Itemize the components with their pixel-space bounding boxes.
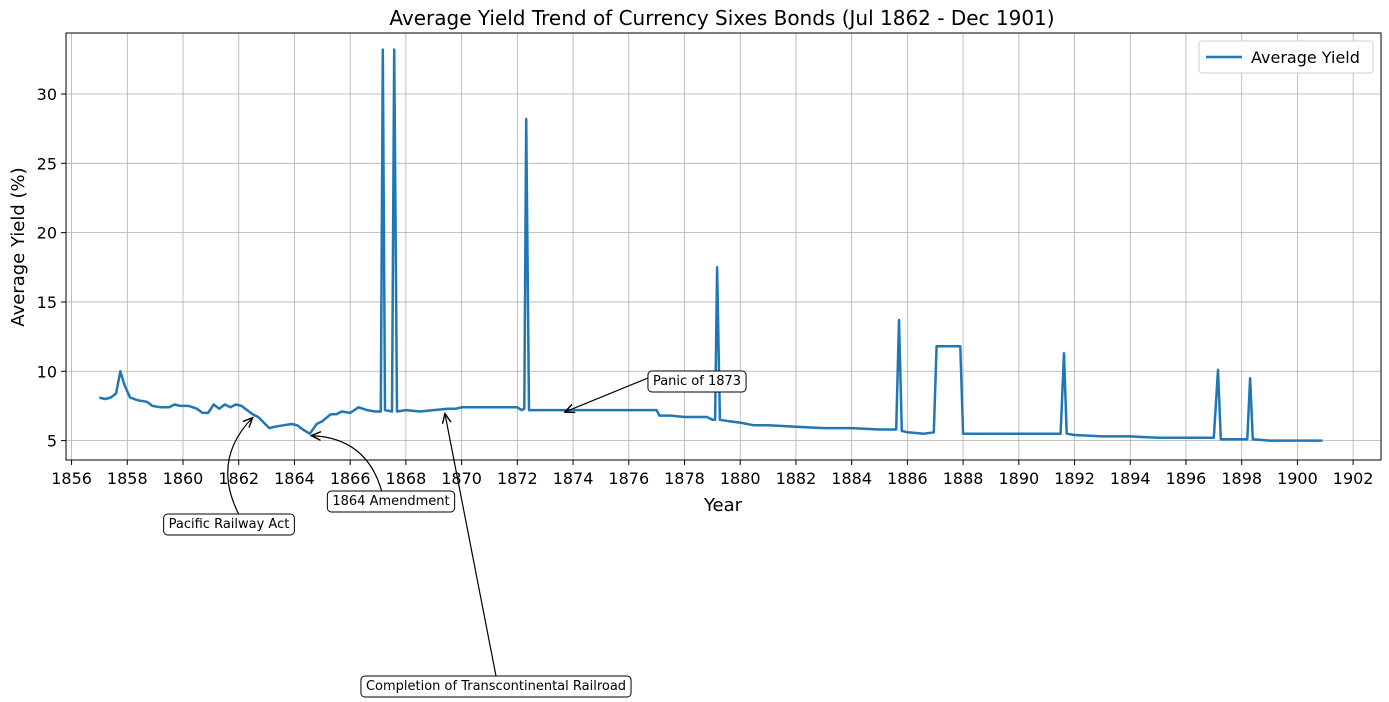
annotation-arrow	[445, 413, 497, 677]
y-tick-label: 25	[37, 154, 57, 173]
chart-title: Average Yield Trend of Currency Sixes Bo…	[389, 6, 1054, 30]
x-tick-label: 1898	[1221, 469, 1262, 488]
series-line	[99, 48, 1323, 442]
y-tick-label: 30	[37, 85, 57, 104]
x-tick-label: 1866	[330, 469, 371, 488]
x-tick-label: 1860	[163, 469, 204, 488]
annotation-arrow	[311, 436, 383, 492]
legend-label: Average Yield	[1251, 48, 1360, 67]
x-tick-label: 1864	[274, 469, 315, 488]
x-tick-label: 1902	[1333, 469, 1374, 488]
x-tick-label: 1876	[608, 469, 649, 488]
y-tick-label: 20	[37, 224, 57, 243]
x-tick-label: 1858	[107, 469, 148, 488]
annotation-label: Panic of 1873	[653, 374, 741, 389]
x-axis-label: Year	[703, 495, 743, 516]
y-axis-label: Average Yield (%)	[8, 167, 29, 326]
annotation: Pacific Railway Act	[163, 418, 295, 536]
x-tick-label: 1856	[51, 469, 92, 488]
x-tick-label: 1880	[720, 469, 761, 488]
annotation: Completion of Transcontinental Railroad	[360, 413, 632, 698]
x-axis: 1856 1858 1860 1862 1864 1866 1868 1870 1872 1874…	[51, 460, 1373, 488]
series-lines	[99, 48, 1323, 442]
annotation-box	[326, 490, 456, 513]
legend: Average Yield	[1198, 40, 1374, 74]
grid	[66, 33, 1381, 460]
x-tick-label: 1874	[553, 469, 594, 488]
x-tick-label: 1900	[1277, 469, 1318, 488]
annotation: 1864 Amendment	[311, 436, 456, 513]
annotations: Pacific Railway Act 1864 Amendment Complet…	[163, 370, 747, 698]
x-tick-label: 1868	[386, 469, 427, 488]
x-tick-label: 1862	[218, 469, 259, 488]
legend-box	[1198, 40, 1374, 74]
annotation-arrow	[565, 377, 649, 412]
y-axis: 5 10 15 20 25 30	[37, 85, 66, 451]
x-tick-label: 1872	[497, 469, 538, 488]
annotation-label: Pacific Railway Act	[169, 517, 290, 532]
x-tick-label: 1882	[776, 469, 817, 488]
x-tick-label: 1870	[441, 469, 482, 488]
annotation-box	[163, 513, 295, 536]
y-tick-label: 15	[37, 293, 57, 312]
x-tick-label: 1890	[998, 469, 1039, 488]
annotation-arrow	[227, 418, 253, 515]
y-tick-label: 10	[37, 362, 57, 381]
x-tick-label: 1896	[1166, 469, 1207, 488]
x-tick-label: 1886	[887, 469, 928, 488]
y-tick-label: 5	[47, 432, 57, 451]
annotation-box	[647, 370, 747, 393]
annotation-label: 1864 Amendment	[332, 494, 449, 509]
x-tick-label: 1892	[1054, 469, 1095, 488]
x-tick-label: 1894	[1110, 469, 1151, 488]
annotation: Panic of 1873	[565, 370, 747, 412]
annotation-label: Completion of Transcontinental Railroad	[366, 679, 626, 694]
plot-frame	[65, 32, 1382, 461]
x-tick-label: 1884	[831, 469, 872, 488]
x-tick-label: 1888	[943, 469, 984, 488]
x-tick-label: 1878	[664, 469, 705, 488]
